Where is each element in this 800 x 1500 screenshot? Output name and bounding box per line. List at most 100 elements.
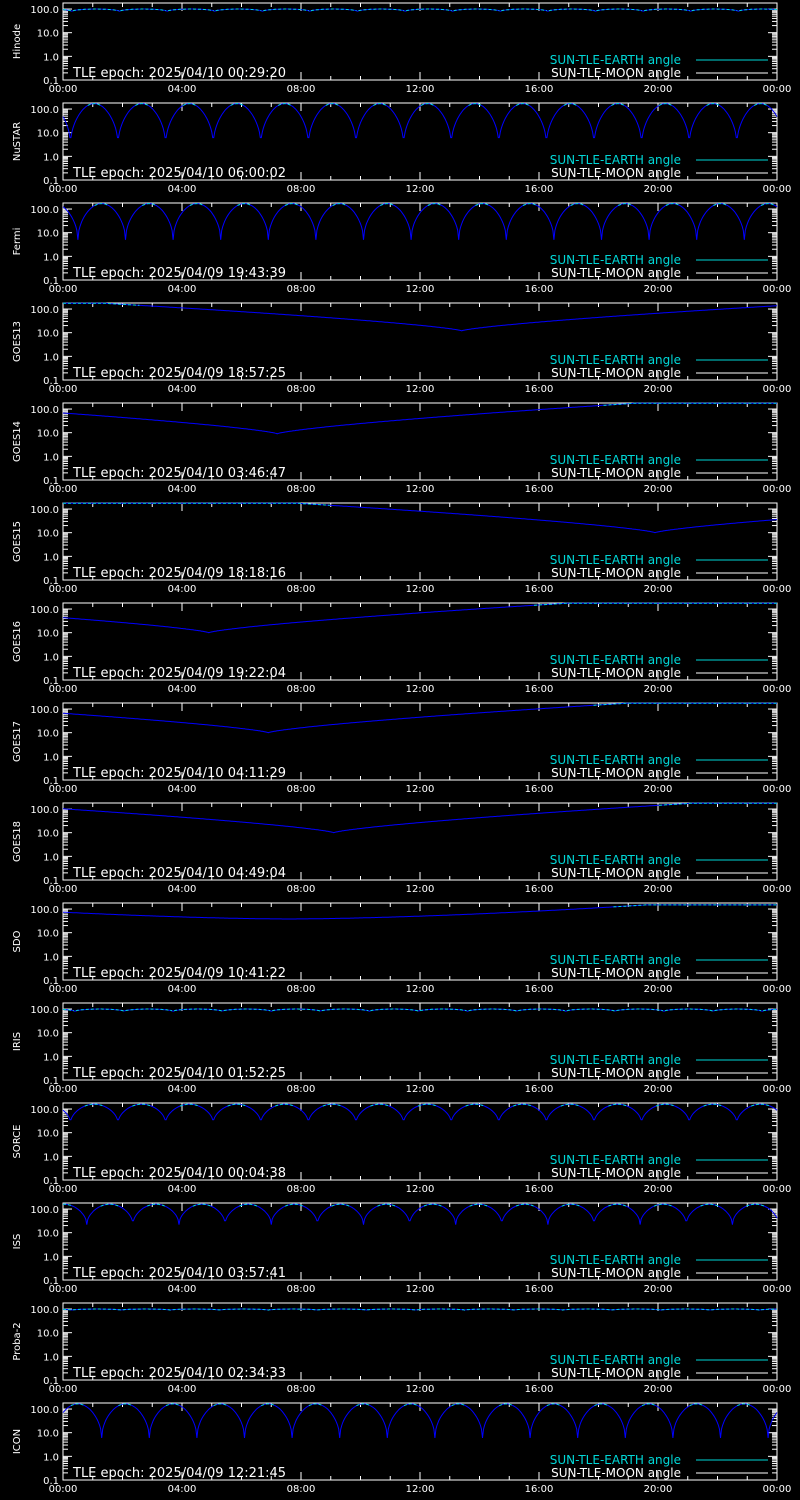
panel-goes17: 100.010.01.00.100:00 04:00 08:00 12:00 16:00… xyxy=(12,702,791,795)
panel-iris: 100.010.01.00.100:00 04:00 08:00 12:00 16:00… xyxy=(12,1002,792,1095)
x-tick-label: 20:00 xyxy=(644,484,673,495)
x-tick-label: 00:00 xyxy=(763,1084,792,1095)
sun-earth-angle-curve xyxy=(62,103,778,139)
x-tick-label: 12:00 xyxy=(406,284,435,295)
x-tick-label: 08:00 xyxy=(287,184,316,195)
x-tick-label: 16:00 xyxy=(525,1184,554,1195)
x-tick-label: 12:00 xyxy=(406,784,435,795)
x-tick-label: 16:00 xyxy=(525,684,554,695)
y-tick-label: 0.1 xyxy=(43,1376,59,1387)
y-tick-label: 0.1 xyxy=(43,1176,59,1187)
x-tick-label: 04:00 xyxy=(168,84,197,95)
x-tick-label: 16:00 xyxy=(525,784,554,795)
legend-earth-label: SUN-TLE-EARTH angle xyxy=(550,553,681,567)
x-tick-label: 12:00 xyxy=(406,1484,435,1495)
legend-moon-label: SUN-TLE-MOON angle xyxy=(551,766,681,780)
tle-epoch-label: TLE epoch: 2025/04/10 06:00:02 xyxy=(72,166,286,181)
x-tick-label: 08:00 xyxy=(287,284,316,295)
x-tick-label: 00:00 xyxy=(49,484,78,495)
tle-epoch-label: TLE epoch: 2025/04/09 18:57:25 xyxy=(72,366,286,381)
panel-sdo: 100.010.01.00.100:00 04:00 08:00 12:00 16:00… xyxy=(12,902,791,995)
x-tick-label: 16:00 xyxy=(525,384,554,395)
legend-earth-label: SUN-TLE-EARTH angle xyxy=(550,253,681,267)
tle-epoch-label: TLE epoch: 2025/04/09 12:21:45 xyxy=(72,1466,286,1481)
satellite-label: GOES14 xyxy=(12,421,23,462)
y-tick-label: 0.1 xyxy=(43,76,59,87)
y-tick-label: 10.0 xyxy=(37,829,59,840)
x-tick-label: 00:00 xyxy=(763,84,792,95)
y-tick-label: 10.0 xyxy=(37,1129,59,1140)
y-tick-label: 1.0 xyxy=(43,852,59,863)
legend-moon-label: SUN-TLE-MOON angle xyxy=(551,366,681,380)
x-tick-label: 08:00 xyxy=(287,1484,316,1495)
satellite-label: NuSTAR xyxy=(12,122,23,161)
y-tick-label: 0.1 xyxy=(43,776,59,787)
legend-moon-label: SUN-TLE-MOON angle xyxy=(551,1366,681,1380)
x-tick-label: 20:00 xyxy=(644,784,673,795)
legend-moon-label: SUN-TLE-MOON angle xyxy=(551,1066,681,1080)
y-tick-label: 100.0 xyxy=(30,1305,59,1316)
satellite-label: SORCE xyxy=(12,1125,23,1159)
y-tick-label: 1.0 xyxy=(43,252,59,263)
x-tick-label: 12:00 xyxy=(406,884,435,895)
x-tick-label: 20:00 xyxy=(644,384,673,395)
x-tick-label: 12:00 xyxy=(406,1184,435,1195)
x-tick-label: 20:00 xyxy=(644,584,673,595)
sun-earth-angle-curve xyxy=(62,802,777,834)
legend-moon-label: SUN-TLE-MOON angle xyxy=(551,566,681,580)
satellite-label: Hinode xyxy=(12,24,23,59)
legend-earth-label: SUN-TLE-EARTH angle xyxy=(550,953,681,967)
y-tick-label: 10.0 xyxy=(37,29,59,40)
panel-goes13: 100.010.01.00.100:00 04:00 08:00 12:00 16:00… xyxy=(12,302,792,395)
x-tick-label: 20:00 xyxy=(644,284,673,295)
x-tick-label: 08:00 xyxy=(287,1184,316,1195)
y-tick-label: 0.1 xyxy=(43,576,59,587)
y-tick-label: 100.0 xyxy=(30,1405,59,1416)
x-tick-label: 00:00 xyxy=(49,84,78,95)
legend-moon-label: SUN-TLE-MOON angle xyxy=(551,66,681,80)
x-tick-label: 16:00 xyxy=(525,484,554,495)
x-tick-label: 00:00 xyxy=(763,384,792,395)
sun-earth-angle-curve xyxy=(63,502,777,534)
x-tick-label: 04:00 xyxy=(168,1284,197,1295)
panel-hinode: 100.010.01.00.100:00 04:00 08:00 12:00 16:00… xyxy=(12,2,792,95)
x-tick-label: 20:00 xyxy=(644,884,673,895)
sun-earth-angle-peak-series xyxy=(62,1308,777,1311)
y-tick-label: 0.1 xyxy=(43,1476,59,1487)
y-tick-label: 10.0 xyxy=(37,129,59,140)
y-tick-label: 100.0 xyxy=(30,5,59,16)
x-tick-label: 20:00 xyxy=(644,1284,673,1295)
tle-epoch-label: TLE epoch: 2025/04/09 10:41:22 xyxy=(72,966,286,981)
x-tick-label: 12:00 xyxy=(406,384,435,395)
legend-moon-label: SUN-TLE-MOON angle xyxy=(551,1166,681,1180)
satellite-label: Fermi xyxy=(12,228,23,256)
y-tick-label: 0.1 xyxy=(43,976,59,987)
y-tick-label: 1.0 xyxy=(43,652,59,663)
x-tick-label: 08:00 xyxy=(287,1084,316,1095)
x-tick-label: 00:00 xyxy=(763,884,792,895)
legend-earth-label: SUN-TLE-EARTH angle xyxy=(550,153,681,167)
tle-epoch-label: TLE epoch: 2025/04/10 02:34:33 xyxy=(72,1366,286,1381)
x-tick-label: 16:00 xyxy=(525,984,554,995)
sun-earth-angle-curve xyxy=(62,8,778,12)
y-tick-label: 100.0 xyxy=(30,1105,59,1116)
tle-epoch-label: TLE epoch: 2025/04/10 04:11:29 xyxy=(72,766,286,781)
sun-earth-angle-curve xyxy=(63,702,777,734)
x-tick-label: 12:00 xyxy=(406,1384,435,1395)
satellite-label: Proba-2 xyxy=(12,1322,23,1360)
legend-earth-label: SUN-TLE-EARTH angle xyxy=(550,1053,681,1067)
legend-earth-label: SUN-TLE-EARTH angle xyxy=(550,653,681,667)
x-tick-label: 04:00 xyxy=(168,1184,197,1195)
y-tick-label: 10.0 xyxy=(37,329,59,340)
sun-earth-angle-curve xyxy=(63,904,777,920)
tle-epoch-label: TLE epoch: 2025/04/09 18:18:16 xyxy=(72,566,286,581)
y-tick-label: 10.0 xyxy=(37,729,59,740)
x-tick-label: 04:00 xyxy=(168,984,197,995)
x-tick-label: 00:00 xyxy=(763,684,792,695)
panel-sorce: 100.010.01.00.100:00 04:00 08:00 12:00 16:00… xyxy=(12,1102,791,1195)
y-tick-label: 100.0 xyxy=(30,105,59,116)
satellite-label: SDO xyxy=(12,930,23,952)
y-tick-label: 1.0 xyxy=(43,552,59,563)
y-tick-label: 1.0 xyxy=(43,1252,59,1263)
panel-goes15: 100.010.01.00.100:00 04:00 08:00 12:00 16:00… xyxy=(12,502,791,595)
